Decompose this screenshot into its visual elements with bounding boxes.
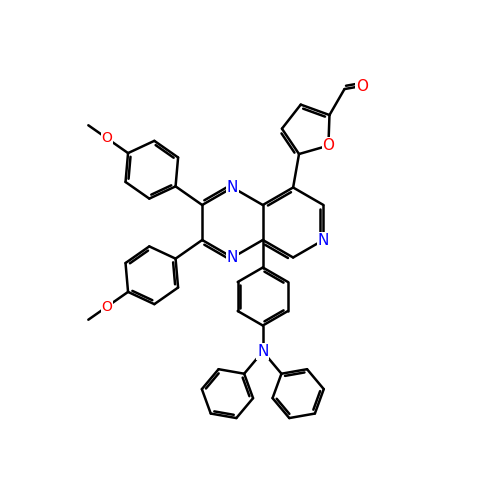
Text: O: O	[102, 131, 112, 145]
Text: N: N	[257, 344, 268, 359]
Text: O: O	[322, 138, 334, 153]
Text: N: N	[318, 232, 329, 248]
Text: N: N	[227, 180, 238, 195]
Text: O: O	[356, 78, 368, 94]
Text: N: N	[227, 250, 238, 265]
Text: O: O	[102, 300, 112, 314]
